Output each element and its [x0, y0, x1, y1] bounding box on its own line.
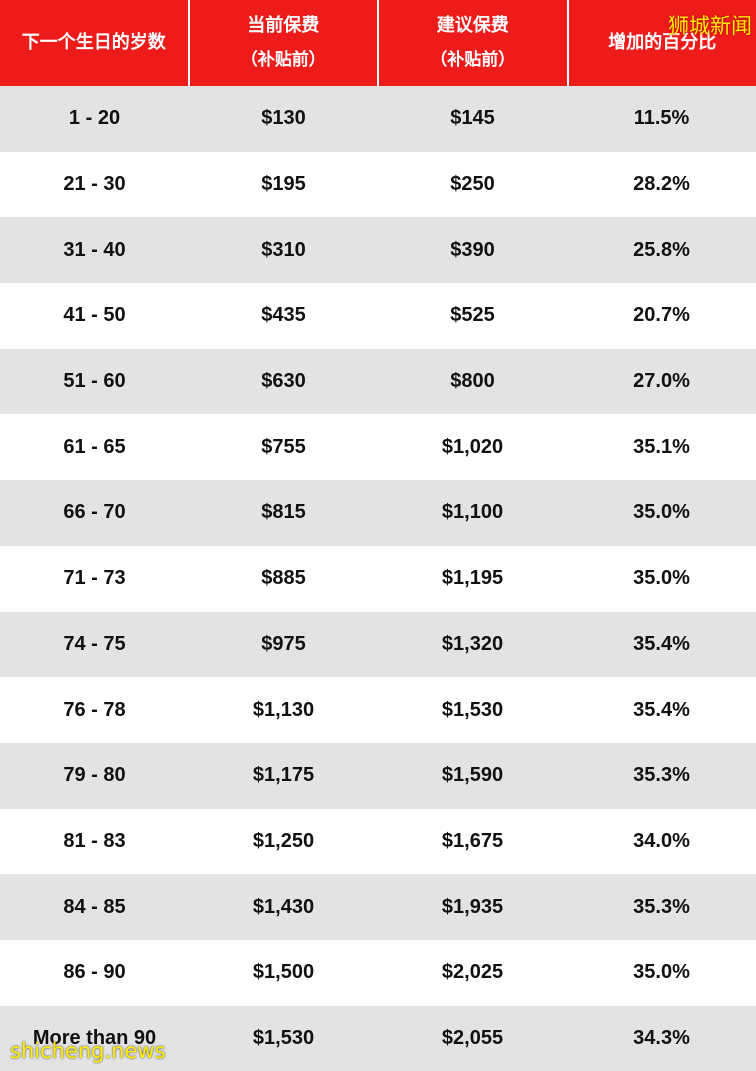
table-body: 1 - 20 $130 $145 11.5% 21 - 30 $195 $250 28.2% 3…	[0, 86, 756, 1071]
table-row: 66 - 70 $815 $1,100 35.0%	[0, 480, 756, 546]
header-proposed-premium: 建议保费 （补贴前）	[379, 0, 569, 86]
cell-age: 41 - 50	[63, 304, 126, 327]
cell-proposed: $1,530	[441, 698, 504, 721]
cell-increase: 35.0%	[633, 961, 690, 984]
cell-proposed: $1,935	[441, 895, 504, 918]
cell-proposed: $2,025	[441, 961, 504, 984]
cell-age: 86 - 90	[63, 961, 126, 984]
header-increase-label: 增加的百分比	[608, 32, 717, 53]
cell-current: $815	[261, 501, 306, 524]
cell-age: 79 - 80	[63, 764, 126, 787]
cell-current: $1,175	[252, 764, 315, 787]
table-header: 下一个生日的岁数 当前保费 （补贴前） 建议保费 （补贴前） 增加的百分比	[0, 0, 756, 86]
cell-current: $1,530	[252, 1026, 315, 1049]
cell-proposed: $1,675	[441, 829, 504, 852]
table-row: 1 - 20 $130 $145 11.5%	[0, 86, 756, 152]
cell-increase: 34.3%	[633, 1026, 690, 1049]
cell-increase: 35.4%	[633, 698, 690, 721]
cell-increase: 34.0%	[633, 829, 690, 852]
cell-proposed: $1,320	[441, 632, 504, 655]
cell-proposed: $2,055	[441, 1026, 504, 1049]
cell-current: $1,250	[252, 829, 315, 852]
table-row: 84 - 85 $1,430 $1,935 35.3%	[0, 874, 756, 940]
cell-age: 84 - 85	[63, 895, 126, 918]
cell-age: 76 - 78	[63, 698, 126, 721]
table-row: 71 - 73 $885 $1,195 35.0%	[0, 545, 756, 612]
table-row: 31 - 40 $310 $390 25.8%	[0, 217, 756, 284]
cell-current: $195	[261, 173, 306, 196]
cell-increase: 35.3%	[633, 895, 690, 918]
header-age: 下一个生日的岁数	[0, 0, 190, 86]
cell-increase: 35.3%	[633, 764, 690, 787]
cell-age: 1 - 20	[68, 107, 121, 130]
cell-current: $1,500	[252, 961, 315, 984]
cell-current: $755	[261, 435, 306, 458]
table-row: 74 - 75 $975 $1,320 35.4%	[0, 611, 756, 678]
cell-proposed: $390	[450, 238, 495, 261]
cell-increase: 28.2%	[633, 173, 690, 196]
cell-increase: 35.1%	[633, 435, 690, 458]
cell-current: $630	[261, 370, 306, 393]
cell-proposed: $145	[450, 107, 495, 130]
table-row: More than 90 $1,530 $2,055 34.3%	[0, 1005, 756, 1071]
table-row: 61 - 65 $755 $1,020 35.1%	[0, 414, 756, 481]
header-age-label: 下一个生日的岁数	[21, 32, 166, 53]
header-proposed-note: （补贴前）	[430, 50, 516, 70]
cell-proposed: $250	[450, 173, 495, 196]
cell-age: 51 - 60	[63, 370, 126, 393]
table-row: 76 - 78 $1,130 $1,530 35.4%	[0, 677, 756, 743]
cell-proposed: $525	[450, 304, 495, 327]
cell-current: $435	[261, 304, 306, 327]
cell-proposed: $1,020	[441, 435, 504, 458]
cell-increase: 35.4%	[633, 632, 690, 655]
cell-age: 81 - 83	[63, 829, 126, 852]
cell-age: 66 - 70	[63, 501, 126, 524]
table-row: 79 - 80 $1,175 $1,590 35.3%	[0, 742, 756, 809]
cell-increase: 20.7%	[633, 304, 690, 327]
table-row: 86 - 90 $1,500 $2,025 35.0%	[0, 939, 756, 1006]
cell-current: $975	[261, 632, 306, 655]
cell-proposed: $1,590	[441, 764, 504, 787]
cell-proposed: $1,100	[441, 501, 504, 524]
cell-current: $130	[261, 107, 306, 130]
cell-age: 21 - 30	[63, 173, 126, 196]
watermark-bottom: shicheng.news	[10, 1039, 166, 1063]
table-row: 21 - 30 $195 $250 28.2%	[0, 151, 756, 218]
cell-current: $1,430	[252, 895, 315, 918]
cell-increase: 35.0%	[633, 501, 690, 524]
cell-proposed: $1,195	[441, 567, 504, 590]
cell-age: 74 - 75	[63, 632, 126, 655]
header-current-premium: 当前保费 （补贴前）	[190, 0, 379, 86]
cell-current: $310	[261, 238, 306, 261]
cell-age: 71 - 73	[63, 567, 126, 590]
table-row: 81 - 83 $1,250 $1,675 34.0%	[0, 808, 756, 875]
cell-increase: 35.0%	[633, 567, 690, 590]
cell-age: 31 - 40	[63, 238, 126, 261]
cell-age: More than 90	[32, 1026, 157, 1049]
table-row: 41 - 50 $435 $525 20.7%	[0, 283, 756, 349]
header-current-note: （补贴前）	[240, 50, 326, 70]
cell-increase: 25.8%	[633, 238, 690, 261]
header-increase: 增加的百分比	[569, 0, 756, 86]
header-current-label: 当前保费	[247, 15, 320, 36]
cell-increase: 27.0%	[633, 370, 690, 393]
table-row: 51 - 60 $630 $800 27.0%	[0, 348, 756, 415]
cell-age: 61 - 65	[63, 435, 126, 458]
watermark-top: 狮城新闻	[668, 14, 752, 38]
cell-current: $885	[261, 567, 306, 590]
cell-proposed: $800	[450, 370, 495, 393]
cell-current: $1,130	[252, 698, 315, 721]
cell-increase: 11.5%	[633, 107, 690, 130]
header-proposed-label: 建议保费	[436, 15, 509, 36]
